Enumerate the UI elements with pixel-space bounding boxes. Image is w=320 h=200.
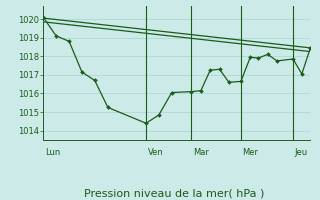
Text: Jeu: Jeu [295, 148, 308, 157]
Text: Ven: Ven [148, 148, 164, 157]
Text: Mer: Mer [243, 148, 259, 157]
Text: Mar: Mar [193, 148, 209, 157]
Text: Pression niveau de la mer( hPa ): Pression niveau de la mer( hPa ) [84, 188, 265, 198]
Text: Lun: Lun [45, 148, 60, 157]
